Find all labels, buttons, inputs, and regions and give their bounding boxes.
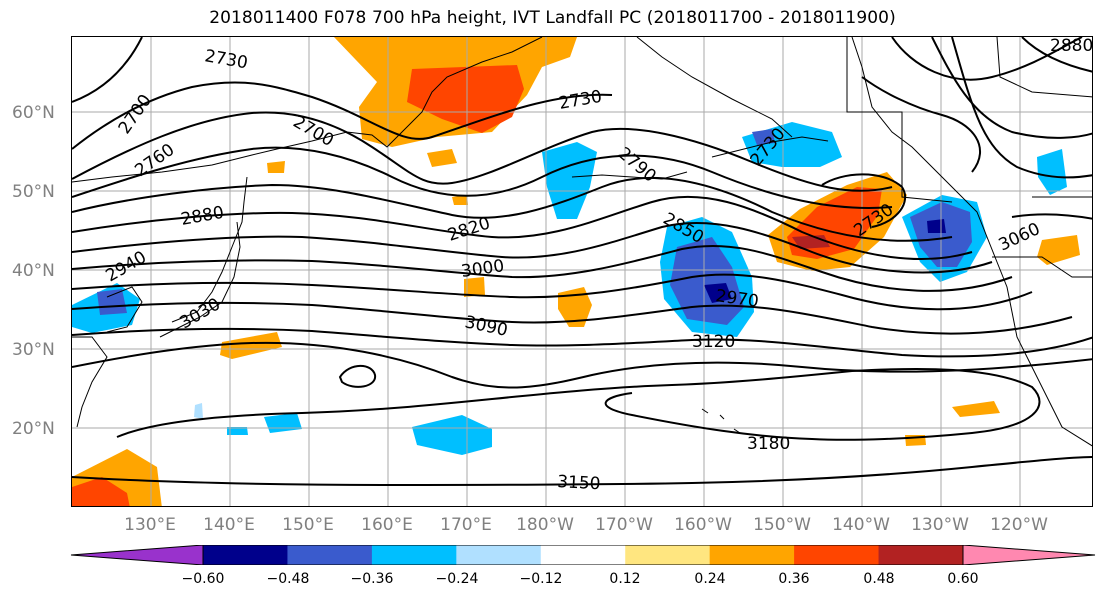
map-panel: 2730 2700 2760 2700 2880 2940 3030 2820 … <box>71 36 1093 507</box>
contour-label: 2880 <box>179 203 225 230</box>
lon-label-130e: 130°E <box>124 515 176 535</box>
contour-label: 3030 <box>177 294 224 333</box>
lon-label-170e: 170°E <box>440 515 492 535</box>
contour-label: 2820 <box>445 213 492 245</box>
ivt-positive-shading <box>72 37 1080 506</box>
colorbar-segment <box>456 545 542 565</box>
contour-label: 2880 <box>1050 37 1093 56</box>
colorbar-segment <box>371 545 457 565</box>
map-svg: 2730 2700 2760 2700 2880 2940 3030 2820 … <box>72 37 1093 506</box>
lat-label-40n: 40°N <box>12 261 55 281</box>
colorbar-tick-label: 0.36 <box>778 571 810 587</box>
colorbar <box>70 545 1096 565</box>
colorbar-segment <box>794 545 880 565</box>
lat-label-60n: 60°N <box>12 103 55 123</box>
colorbar-segment <box>709 545 795 565</box>
contour-label: 3090 <box>463 312 509 341</box>
colorbar-tick-label: −0.36 <box>350 571 394 587</box>
colorbar-tick-label: 0.24 <box>694 571 726 587</box>
colorbar-outline <box>202 545 964 565</box>
colorbar-tick-label: −0.24 <box>435 571 479 587</box>
colorbar-segment <box>878 545 964 565</box>
ivt-negative-shading <box>72 122 1067 455</box>
colorbar-tick-label: 0.60 <box>947 571 979 587</box>
colorbar-segment <box>963 545 1095 565</box>
lat-label-30n: 30°N <box>12 340 55 360</box>
contour-label: 3120 <box>692 332 735 352</box>
colorbar-tick-label: 0.48 <box>863 571 895 587</box>
lon-label-160w: 160°W <box>674 515 732 535</box>
lat-label-20n: 20°N <box>12 419 55 439</box>
contour-label: 2700 <box>290 112 337 151</box>
contour-label: 2730 <box>203 46 249 73</box>
lon-label-140w: 140°W <box>832 515 890 535</box>
lon-label-170w: 170°W <box>595 515 653 535</box>
contour-label: 2730 <box>557 87 603 114</box>
lon-label-160e: 160°E <box>361 515 413 535</box>
colorbar-segment <box>540 545 626 565</box>
colorbar-segment <box>203 545 288 565</box>
lon-label-140e: 140°E <box>203 515 255 535</box>
colorbar-tick-label: −0.48 <box>266 571 310 587</box>
contour-label: 3150 <box>557 472 601 494</box>
contour-label: 3180 <box>747 434 790 454</box>
contour-label: 3060 <box>996 219 1044 255</box>
lon-label-150e: 150°E <box>282 515 334 535</box>
colorbar-tick-label: 0.12 <box>609 571 641 587</box>
lat-label-50n: 50°N <box>12 182 55 202</box>
contour-label: 2700 <box>115 91 156 138</box>
lon-label-130w: 130°W <box>911 515 969 535</box>
lon-label-120w: 120°W <box>990 515 1048 535</box>
plot-title: 2018011400 F078 700 hPa height, IVT Land… <box>209 8 896 28</box>
height-contours <box>72 37 1092 487</box>
contour-label: 2940 <box>103 247 150 286</box>
colorbar-tick-label: −0.60 <box>181 571 225 587</box>
colorbar-tick-label: −0.12 <box>519 571 563 587</box>
contour-label: 2790 <box>614 144 660 187</box>
lon-label-150w: 150°W <box>753 515 811 535</box>
lon-label-180w: 180°W <box>516 515 574 535</box>
coastlines <box>72 37 1092 447</box>
colorbar-segment <box>625 545 711 565</box>
colorbar-segment <box>287 545 373 565</box>
colorbar-segment <box>71 545 203 565</box>
